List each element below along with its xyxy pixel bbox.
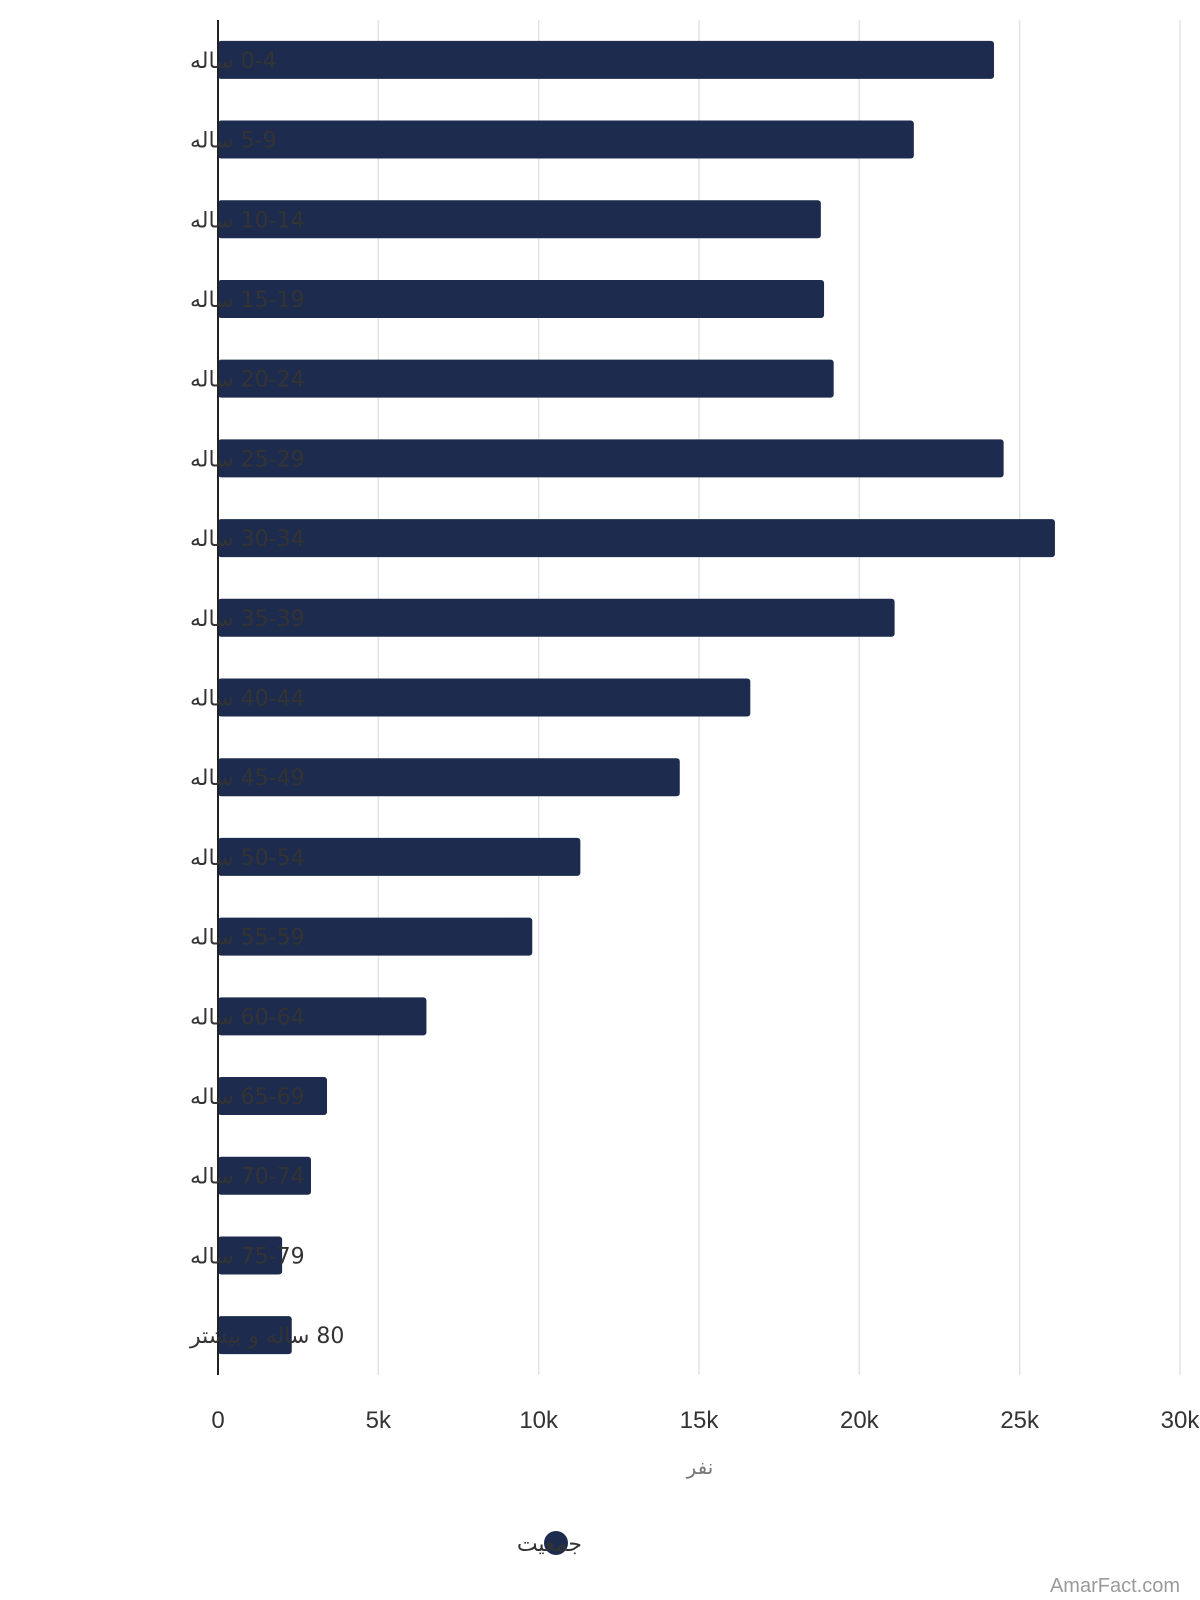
watermark-text: AmarFact.com	[1050, 1575, 1180, 1597]
x-tick-labels: 0 5k 10k 15k 20k 25k 30k	[211, 1407, 1200, 1434]
category-label: 50-54 ساله	[190, 846, 305, 871]
bars	[218, 40, 1055, 1355]
x-axis-title: نفر	[686, 1455, 714, 1479]
bar[interactable]	[218, 1316, 292, 1355]
bar[interactable]	[218, 678, 751, 717]
category-label: 40-44 ساله	[190, 687, 305, 712]
category-label: 75-79 ساله	[190, 1244, 305, 1269]
bar[interactable]	[218, 1156, 311, 1195]
x-tick-label: 0	[211, 1407, 224, 1434]
x-tick-label: 10k	[519, 1407, 559, 1434]
category-label: 70-74 ساله	[190, 1165, 305, 1190]
category-label: 30-34 ساله	[190, 527, 305, 552]
x-tick-label: 5k	[366, 1407, 392, 1434]
x-tick-label: 25k	[1000, 1407, 1040, 1434]
bar[interactable]	[218, 439, 1004, 478]
bar[interactable]	[218, 837, 581, 876]
bar[interactable]	[218, 758, 680, 797]
bar[interactable]	[218, 519, 1055, 558]
bar[interactable]	[218, 997, 427, 1036]
bar[interactable]	[218, 200, 821, 239]
category-label: 10-14 ساله	[190, 208, 305, 233]
bar[interactable]	[218, 279, 825, 318]
bar[interactable]	[218, 120, 914, 159]
bar[interactable]	[218, 359, 834, 398]
bar[interactable]	[218, 598, 895, 637]
x-tick-label: 30k	[1161, 1407, 1200, 1434]
bar[interactable]	[218, 917, 533, 956]
category-label: 65-69 ساله	[190, 1085, 305, 1110]
category-label: 15-19 ساله	[190, 288, 305, 313]
category-labels: 0-4 ساله 5-9 ساله 10-14 ساله 15-19 ساله 20-2…	[189, 49, 344, 1349]
x-tick-label: 20k	[840, 1407, 880, 1434]
category-label: 80 ساله و بیشتر	[189, 1324, 344, 1349]
bar[interactable]	[218, 1077, 328, 1116]
x-tick-label: 15k	[680, 1407, 720, 1434]
category-label: 0-4 ساله	[190, 49, 277, 74]
legend-label: جمعیت	[517, 1532, 582, 1557]
category-label: 25-29 ساله	[190, 447, 305, 472]
bar[interactable]	[218, 1236, 283, 1275]
category-label: 55-59 ساله	[190, 926, 305, 951]
bar[interactable]	[218, 40, 995, 79]
category-label: 20-24 ساله	[190, 368, 305, 393]
legend[interactable]: جمعیت	[517, 1531, 582, 1557]
category-label: 45-49 ساله	[190, 766, 305, 791]
category-label: 60-64 ساله	[190, 1005, 305, 1030]
legend-marker	[544, 1531, 568, 1555]
category-label: 35-39 ساله	[190, 607, 305, 632]
category-label: 5-9 ساله	[190, 129, 277, 154]
